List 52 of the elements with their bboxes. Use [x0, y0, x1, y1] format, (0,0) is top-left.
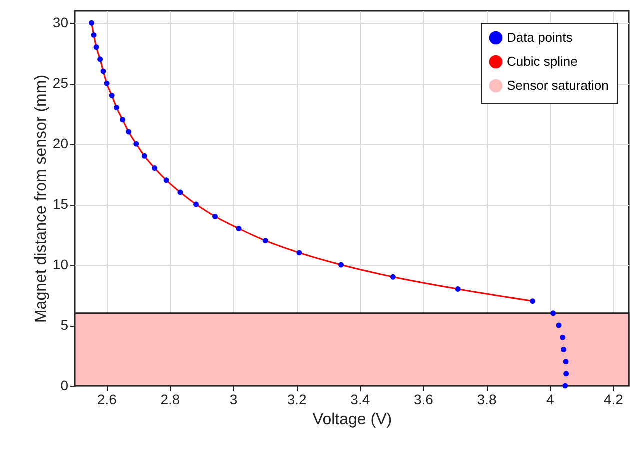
x-tick-label: 2.6	[97, 392, 118, 408]
y-tick-label: 10	[52, 256, 69, 273]
point	[94, 44, 100, 50]
point	[142, 153, 148, 159]
point	[194, 202, 199, 208]
x-axis-title: Voltage (V)	[312, 412, 392, 428]
y-tick-label: 30	[52, 14, 69, 31]
point	[89, 20, 95, 26]
point	[561, 346, 567, 352]
point	[455, 286, 461, 292]
legend-label: Sensor saturation	[507, 78, 609, 93]
x-tick-label: 4	[546, 392, 554, 408]
point	[296, 250, 302, 256]
x-tick-label: 2.8	[160, 392, 180, 408]
x-tick-label: 3	[230, 392, 238, 408]
point	[563, 359, 569, 365]
point	[114, 105, 120, 111]
y-tick-label: 0	[60, 378, 69, 394]
point	[530, 298, 536, 304]
x-tick-label: 3.6	[414, 392, 434, 408]
y-tick-label: 20	[52, 136, 69, 152]
point	[178, 190, 184, 196]
point	[338, 262, 344, 268]
x-tick-label: 3.8	[477, 392, 497, 408]
y-axis-title: Magnet distance from sensor (mm)	[32, 74, 50, 324]
point	[126, 129, 132, 135]
point	[100, 68, 106, 74]
x-tick-label: 4.2	[604, 392, 624, 408]
y-tick-label: 5	[60, 317, 69, 334]
point	[152, 166, 158, 171]
y-tick-label: 15	[52, 196, 69, 212]
point	[262, 238, 268, 244]
point	[98, 56, 104, 62]
point	[550, 310, 556, 316]
x-tick-label: 3.4	[350, 392, 370, 408]
point	[390, 274, 396, 280]
point	[556, 322, 562, 328]
point	[120, 117, 126, 123]
point	[164, 178, 170, 184]
y-tick-label: 25	[52, 75, 69, 92]
point	[104, 80, 110, 86]
point	[562, 383, 568, 389]
point	[212, 214, 218, 220]
point	[91, 32, 97, 38]
legend-label: Cubic spline	[507, 54, 578, 69]
point	[236, 226, 242, 232]
x-tick-label: 3.2	[287, 392, 308, 408]
point	[560, 334, 566, 340]
point	[109, 92, 115, 98]
point	[134, 141, 140, 147]
legend-label: Data points	[507, 30, 574, 45]
point	[564, 371, 570, 377]
